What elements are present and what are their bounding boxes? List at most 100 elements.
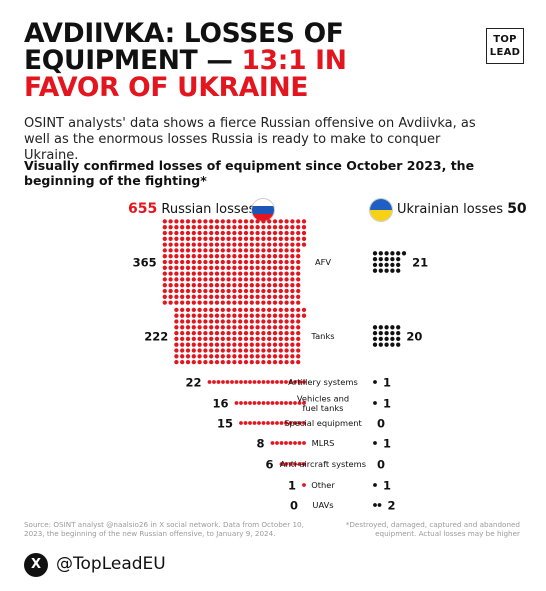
title-ratio: 13:1 IN (241, 45, 347, 76)
russian-loss-dot (185, 225, 191, 230)
russian-loss-dot (234, 401, 239, 405)
russian-loss-dot (261, 401, 266, 405)
russian-loss-dot (232, 359, 237, 365)
ukrainian-loss-dot (396, 251, 401, 256)
russian-loss-dot (203, 330, 208, 336)
russian-loss-dot (261, 354, 266, 359)
russian-loss-dot (203, 359, 208, 365)
russian-loss-dot (267, 294, 272, 299)
russian-loss-dot (288, 380, 293, 384)
russian-loss-dot (162, 254, 167, 259)
russian-loss-dot (209, 283, 214, 288)
russian-loss-dot (284, 421, 288, 425)
russian-loss-dot (278, 219, 283, 224)
russian-loss-dot (267, 348, 272, 353)
russian-loss-dot (191, 319, 196, 324)
ukrainian-loss-dot (378, 268, 383, 273)
ukrainian-loss-dot (396, 262, 401, 268)
russian-loss-dot (297, 401, 302, 405)
russian-loss-dot (255, 230, 260, 236)
russian-loss-dot (214, 359, 220, 365)
russian-loss-dot (290, 359, 295, 365)
russian-loss-dot (261, 330, 266, 336)
russian-loss-dot (174, 342, 179, 347)
ukrainian-loss-dot (390, 325, 395, 330)
russian-loss-dot (238, 248, 243, 253)
russian-loss-dot (191, 307, 196, 313)
russian-loss-dot (284, 254, 289, 259)
russian-loss-dot (220, 294, 225, 299)
russian-loss-dot (238, 307, 243, 313)
russian-loss-dot (266, 380, 270, 384)
russian-loss-dot (272, 230, 278, 236)
russian-loss-dot (278, 307, 283, 313)
russian-loss-dot (249, 294, 254, 299)
ukrainian-loss-dot (396, 325, 401, 330)
russian-loss-dot (270, 401, 275, 405)
russian-loss-dot (272, 330, 278, 336)
russian-loss-dot (185, 277, 191, 282)
ukrainian-loss-dot (396, 330, 401, 336)
russian-loss-dot (278, 225, 283, 230)
russian-loss-dot (272, 359, 278, 365)
russian-loss-dot (290, 248, 295, 253)
russian-loss-dot (191, 313, 196, 318)
ukrainian-loss-dot (372, 342, 378, 347)
russian-loss-dot (293, 380, 297, 384)
russian-loss-dot (209, 230, 214, 236)
russian-loss-dot (174, 319, 179, 324)
russian-loss-dot (232, 283, 237, 288)
russian-loss-dot (180, 271, 185, 276)
russian-loss-dot (209, 325, 214, 330)
russian-loss-dot (168, 219, 173, 224)
russian-loss-dot (284, 342, 289, 347)
russian-loss-dot (174, 294, 179, 299)
russian-loss-dot (284, 354, 289, 359)
russian-loss-dot (266, 421, 270, 425)
russian-loss-dot (226, 354, 231, 359)
russian-loss-dot (301, 313, 307, 318)
russian-loss-dot (243, 421, 248, 425)
russian-loss-dot (239, 421, 243, 425)
russian-loss-dot (296, 359, 301, 365)
russian-loss-dot (272, 277, 278, 282)
russian-loss-dot (243, 248, 249, 253)
russian-loss-dot (272, 283, 278, 288)
ukrainian-loss-dot (384, 256, 389, 262)
russian-loss-dot (174, 359, 179, 365)
russian-loss-dot (197, 359, 202, 365)
ukrainian-loss-dot (378, 262, 383, 268)
russian-loss-dot (243, 230, 249, 236)
russian-loss-dot (214, 242, 220, 247)
russian-loss-dot (220, 307, 225, 313)
social-handle[interactable]: @TopLeadEU (56, 554, 166, 574)
russian-loss-dot (267, 359, 272, 365)
russian-loss-dot (214, 313, 220, 318)
russian-loss-dot (261, 325, 266, 330)
russian-loss-dot (284, 236, 289, 241)
russian-loss-dot (168, 283, 173, 288)
russian-loss-dot (270, 421, 275, 425)
russian-loss-dot (162, 294, 167, 299)
russian-loss-dot (272, 307, 278, 313)
russian-loss-dot (168, 230, 173, 236)
russian-loss-dot (180, 248, 185, 253)
russian-loss-dot (232, 236, 237, 241)
russian-loss-dot (257, 401, 261, 405)
category-label: Special equipment (284, 418, 362, 428)
russian-loss-dot (180, 342, 185, 347)
russian-loss-dot (266, 401, 270, 405)
category-label: Vehicles and (297, 394, 349, 404)
ukrainian-loss-dot (390, 251, 395, 256)
russian-loss-dot (261, 380, 266, 384)
flag-red-stripe (252, 213, 274, 221)
russian-loss-dot (226, 336, 231, 342)
russian-loss-dot (249, 277, 254, 282)
russian-loss-dot (243, 259, 249, 265)
russian-loss-dot (267, 225, 272, 230)
ukrainian-loss-dot (390, 330, 395, 336)
russian-loss-dot (243, 242, 249, 247)
russian-loss-dot (284, 300, 289, 305)
russia-flag-icon (252, 199, 274, 221)
